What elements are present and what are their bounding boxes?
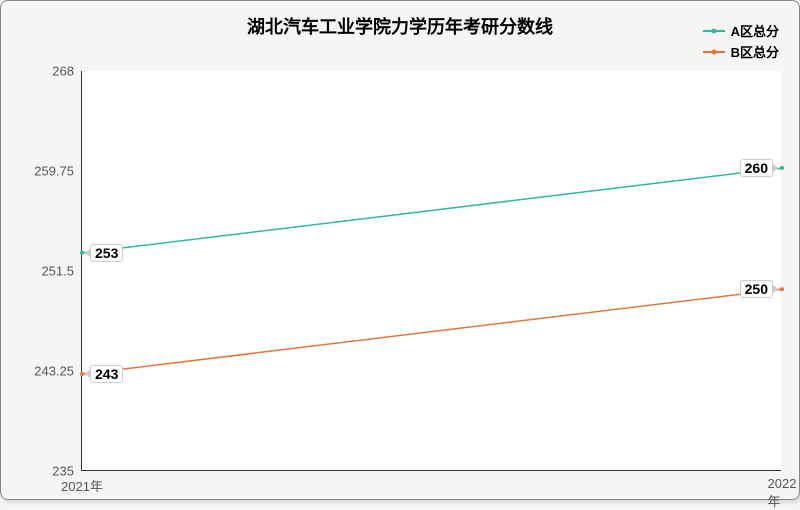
data-point <box>780 287 784 291</box>
data-label: 243 <box>90 365 123 383</box>
legend: A区总分 B区总分 <box>703 21 779 63</box>
y-tick: 259.75 <box>34 164 82 179</box>
data-label: 253 <box>90 244 123 262</box>
legend-swatch-b <box>703 51 725 53</box>
legend-item-a: A区总分 <box>703 21 779 40</box>
plot-svg <box>82 71 782 471</box>
legend-item-b: B区总分 <box>703 42 779 61</box>
data-label: 250 <box>740 280 773 298</box>
series-line <box>82 289 782 374</box>
y-tick: 243.25 <box>34 364 82 379</box>
series-line <box>82 168 782 253</box>
x-tick: 2021年 <box>61 470 103 495</box>
x-tick: 2022年 <box>768 470 797 510</box>
data-point <box>780 166 784 170</box>
chart-container: 湖北汽车工业学院力学历年考研分数线 A区总分 B区总分 235243.25251… <box>0 0 800 500</box>
legend-swatch-a <box>703 30 725 32</box>
legend-label-a: A区总分 <box>731 21 779 40</box>
y-tick: 251.5 <box>41 264 82 279</box>
data-point <box>80 251 84 255</box>
data-label: 260 <box>740 159 773 177</box>
y-tick: 268 <box>52 64 82 79</box>
legend-label-b: B区总分 <box>731 42 779 61</box>
plot-area: 235243.25251.5259.752682021年2022年2532602… <box>81 71 781 471</box>
chart-title: 湖北汽车工业学院力学历年考研分数线 <box>247 13 553 39</box>
